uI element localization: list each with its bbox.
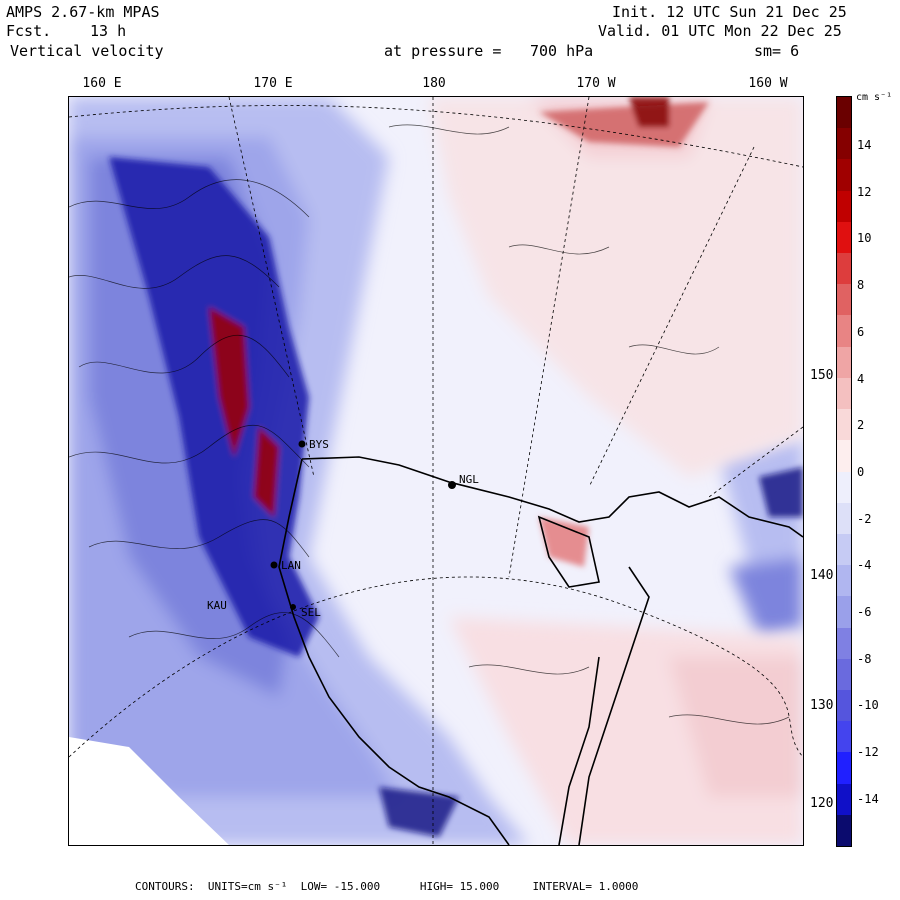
colorbar-tick-label: 6 — [857, 324, 865, 339]
colorbar-swatch — [837, 315, 851, 348]
model-title: AMPS 2.67-km MPAS — [6, 3, 160, 21]
colorbar-swatch — [837, 502, 851, 535]
colorbar-tick-label: 10 — [857, 231, 872, 246]
colorbar-tick-label: 4 — [857, 371, 865, 386]
colorbar-swatch — [837, 627, 851, 660]
lon-label-160e: 160 E — [82, 76, 122, 91]
station-markers: BYS NGL LAN SEL KAU — [207, 438, 479, 619]
colorbar-tick-label: 14 — [857, 138, 872, 152]
station-dot-bys — [298, 440, 306, 448]
colorbar-swatch — [837, 689, 851, 722]
valid-time: Valid. 01 UTC Mon 22 Dec 25 — [598, 22, 842, 40]
lon-label-180: 180 — [422, 76, 446, 91]
station-dot-lan — [270, 561, 278, 569]
contour-info: CONTOURS: UNITS=cm s⁻¹ LOW= -15.000 HIGH… — [135, 880, 638, 893]
contour-interval: INTERVAL= 1.0000 — [532, 880, 639, 893]
colorbar-swatch — [837, 159, 851, 192]
station-label-bys: BYS — [309, 438, 329, 451]
contour-low: LOW= -15.000 — [300, 880, 381, 893]
smoothing-value: sm= 6 — [754, 42, 800, 60]
colorbar-swatch — [837, 565, 851, 597]
positive-velocity-region — [429, 97, 803, 845]
colorbar-swatch — [837, 440, 851, 472]
colorbar-tick-label: -8 — [857, 651, 872, 666]
colorbar-tick-label: -10 — [857, 698, 879, 713]
colorbar-unit: cm s⁻¹ — [856, 92, 893, 103]
colorbar-swatch — [837, 253, 851, 285]
colorbar-swatch — [837, 221, 851, 254]
station-dot-sel — [290, 604, 296, 610]
station-label-ngl: NGL — [459, 473, 479, 486]
colorbar-tick-label: 8 — [857, 278, 865, 293]
contour-units: UNITS=cm s⁻¹ — [207, 880, 288, 893]
colorbar-swatch — [837, 409, 851, 441]
colorbar-swatch — [837, 346, 851, 379]
station-label-lan: LAN — [281, 559, 301, 572]
colorbar-swatch — [837, 596, 851, 629]
colorbar-swatch — [837, 471, 851, 504]
colorbar-swatch — [837, 752, 851, 785]
colorbar-tick-label: -2 — [857, 511, 872, 526]
colorbar-tick-label: -14 — [857, 791, 879, 806]
vertical-velocity-map: BYS NGL LAN SEL KAU — [68, 96, 804, 846]
lon-label-160w: 160 W — [748, 76, 788, 91]
lon-label-170e: 170 E — [253, 76, 293, 91]
colorbar-swatch — [837, 377, 851, 410]
colorbar-tick-label: 2 — [857, 418, 865, 433]
colorbar-tick-label: 0 — [857, 464, 865, 479]
colorbar-swatch — [837, 97, 851, 129]
map-canvas: BYS NGL LAN SEL KAU — [69, 97, 803, 845]
forecast-hour: 13 h — [90, 22, 127, 40]
pressure-label: at pressure = — [384, 42, 502, 60]
colorbar-tick-label: 12 — [857, 184, 872, 199]
colorbar-swatch — [837, 533, 851, 566]
forecast-label: Fcst. — [6, 22, 52, 40]
mountain-wave-band — [109, 97, 803, 837]
colorbar-swatch — [837, 658, 851, 691]
station-label-sel: SEL — [301, 606, 321, 619]
lon-label-170w: 170 W — [576, 76, 616, 91]
graticule — [69, 97, 803, 845]
colorbar-swatch — [837, 783, 851, 816]
colorbar-swatch — [837, 128, 851, 160]
station-label-kau: KAU — [207, 599, 227, 612]
colorbar-swatch — [837, 284, 851, 316]
contour-high: HIGH= 15.000 — [419, 880, 500, 893]
colorbar-swatch — [837, 814, 851, 847]
contours-label: CONTOURS: — [135, 880, 195, 893]
colorbar-swatch — [837, 721, 851, 753]
field-name: Vertical velocity — [10, 42, 164, 60]
colorbar-tick-label: -4 — [857, 558, 872, 573]
colorbar-tick-label: -12 — [857, 745, 879, 760]
init-time: Init. 12 UTC Sun 21 Dec 25 — [612, 3, 847, 21]
colorbar-swatch — [837, 190, 851, 223]
station-dot-ngl — [448, 481, 456, 489]
contour-lines — [69, 124, 790, 725]
colorbar-tick-label: -6 — [857, 605, 872, 619]
pressure-level: 700 hPa — [530, 42, 594, 60]
domain-mask — [69, 737, 229, 845]
coastline — [278, 456, 803, 845]
colorbar — [836, 96, 852, 847]
